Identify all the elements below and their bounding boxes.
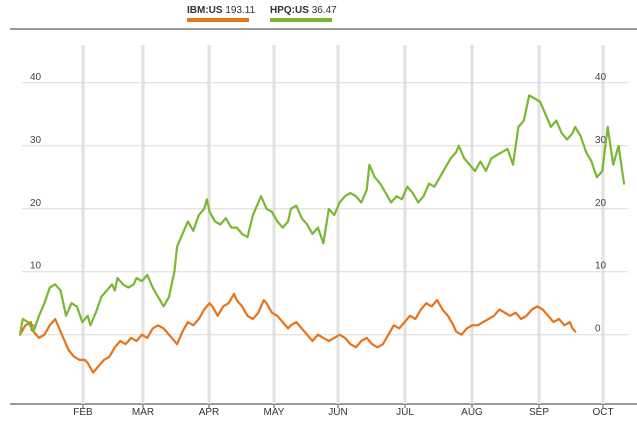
month-label: MAR bbox=[132, 407, 154, 418]
legend-item-hpq[interactable]: HPQ:US 36.47 bbox=[270, 5, 337, 22]
series-line-ibm-us bbox=[18, 292, 577, 374]
legend-item-ibm[interactable]: IBM:US 193.11 bbox=[187, 5, 256, 22]
series-line-hpq-us bbox=[18, 94, 626, 336]
month-label: JUL bbox=[396, 407, 414, 418]
y-tick-label-right: 0 bbox=[595, 324, 601, 335]
month-label: MAY bbox=[264, 407, 285, 418]
y-tick-label-left: 40 bbox=[30, 72, 42, 83]
month-label: APR bbox=[199, 407, 220, 418]
month-label: JUN bbox=[328, 407, 347, 418]
y-tick-label-left: 20 bbox=[30, 198, 42, 209]
month-label: SEP bbox=[529, 407, 549, 418]
legend: IBM:US 193.11 HPQ:US 36.47 bbox=[0, 0, 637, 28]
y-tick-label-left: 10 bbox=[30, 261, 42, 272]
y-tick-label-right: 40 bbox=[595, 72, 607, 83]
y-tick-label-left: 30 bbox=[30, 135, 42, 146]
legend-swatch bbox=[187, 18, 249, 22]
y-tick-label-right: 10 bbox=[595, 261, 607, 272]
legend-value: 193.11 bbox=[225, 5, 256, 16]
month-label: OCT bbox=[592, 407, 613, 418]
month-label: FEB bbox=[73, 407, 93, 418]
y-tick-label-right: 20 bbox=[595, 198, 607, 209]
legend-symbol: IBM:US bbox=[187, 5, 223, 16]
legend-symbol: HPQ:US bbox=[270, 5, 309, 16]
legend-value: 36.47 bbox=[311, 5, 337, 16]
legend-swatch bbox=[270, 18, 332, 22]
month-label: AUG bbox=[461, 407, 483, 418]
y-tick-label-right: 30 bbox=[595, 135, 607, 146]
